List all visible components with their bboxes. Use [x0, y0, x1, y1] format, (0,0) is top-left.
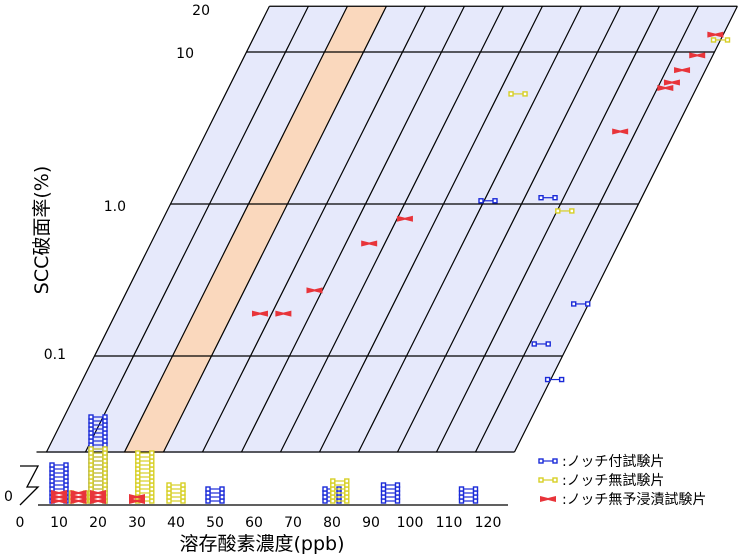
zero-point-series-1: [205, 486, 225, 492]
grid-line-x-100: [435, 5, 660, 453]
legend-label-series-3: :ノッチ無予浸漬試験片: [562, 492, 706, 508]
zero-point-series-3: [90, 490, 106, 496]
x-tick-label: 40: [167, 515, 185, 531]
zero-point-series-1: [458, 486, 479, 492]
zero-point-series-3: [70, 498, 87, 504]
zero-point-series-1: [88, 414, 108, 420]
data-point-series-1: [571, 301, 591, 307]
highlight-band: [98, 6, 387, 506]
y-tick-label: 20: [192, 3, 210, 19]
x-tick-label: 30: [128, 515, 146, 531]
grid-line-x-30: [162, 5, 387, 453]
data-point-series-3: [396, 215, 413, 222]
x-tick-label: 10: [50, 515, 68, 531]
data-point-series-3: [707, 31, 724, 38]
data-point-series-1: [544, 376, 565, 383]
data-point-series-1: [531, 341, 551, 347]
data-point-series-3: [657, 84, 674, 91]
x-tick-label: 0: [16, 515, 25, 531]
zero-point-series-1: [49, 462, 69, 468]
x-tick-label: 50: [206, 515, 224, 531]
zero-point-series-1: [380, 482, 401, 488]
zero-point-series-3: [129, 494, 145, 500]
x-tick-label: 120: [475, 515, 502, 531]
legend-marker-series-2: [538, 477, 558, 483]
x-tick-label: 100: [397, 515, 424, 531]
y-tick-label: 0.1: [44, 347, 66, 363]
data-point-series-1: [538, 195, 558, 201]
x-tick-label: 90: [362, 515, 380, 531]
x-tick-label: 80: [323, 515, 341, 531]
grid-line-x-90: [396, 5, 621, 453]
legend-marker-series-3: [540, 496, 556, 502]
y-axis-title: SCC破面率(%): [31, 166, 53, 294]
zero-band: [0, 453, 520, 507]
data-point-series-3: [612, 128, 629, 135]
grid-line-x-120: [513, 5, 738, 453]
zero-point-series-3: [70, 490, 87, 496]
zero-point-series-3: [51, 494, 67, 500]
x-tick-label: 20: [89, 515, 107, 531]
data-point-series-3: [251, 310, 268, 317]
zero-point-series-2: [135, 466, 155, 472]
grid-line-x-70: [318, 5, 543, 453]
zero-point-series-3: [90, 498, 106, 504]
data-point-series-3: [689, 52, 706, 59]
data-point-series-3: [275, 310, 292, 317]
y-tick-label: 10: [176, 46, 194, 62]
data-point-series-2: [555, 208, 575, 214]
data-point-series-3: [361, 240, 378, 247]
y-tick-label: 0: [4, 489, 13, 505]
legend-label-series-2: :ノッチ無試験片: [562, 473, 664, 489]
y-tick-label: 1.0: [104, 199, 126, 215]
x-tick-label: 70: [284, 515, 302, 531]
zero-point-series-3: [70, 494, 87, 500]
axis-break-mark: [19, 465, 40, 506]
grid-line-x-20: [123, 5, 348, 453]
data-point-series-2: [508, 91, 528, 97]
grid-line-x-0: [45, 5, 270, 453]
legend-marker-series-1: [538, 458, 558, 464]
grid-line-x-40: [201, 5, 426, 453]
zero-point-series-2: [135, 450, 155, 456]
x-tick-label: 60: [245, 515, 263, 531]
data-point-series-3: [306, 287, 323, 294]
grid-line-x-60: [279, 5, 504, 453]
zero-point-series-3: [51, 498, 67, 504]
x-tick-label: 110: [436, 515, 463, 531]
data-point-series-1: [478, 198, 498, 204]
x-axis-title: 溶存酸素濃度(ppb): [179, 533, 344, 555]
grid-line-x-80: [357, 5, 582, 453]
grid-line-x-110: [474, 5, 699, 453]
legend-label-series-1: :ノッチ付試験片: [562, 454, 664, 470]
zero-point-series-2: [166, 498, 186, 504]
zero-point-series-2: [88, 458, 108, 464]
data-point-series-3: [674, 67, 691, 74]
zero-point-series-3: [90, 494, 106, 500]
zero-point-series-3: [51, 490, 67, 496]
zero-point-series-2: [166, 482, 186, 488]
grid-line-x-50: [240, 5, 465, 453]
grid-line-x-10: [84, 5, 309, 453]
zero-point-series-2: [88, 446, 108, 452]
zero-point-series-2: [330, 478, 350, 484]
zero-point-series-3: [129, 498, 145, 504]
data-point-series-2: [710, 37, 731, 43]
data-point-series-3: [663, 79, 680, 86]
